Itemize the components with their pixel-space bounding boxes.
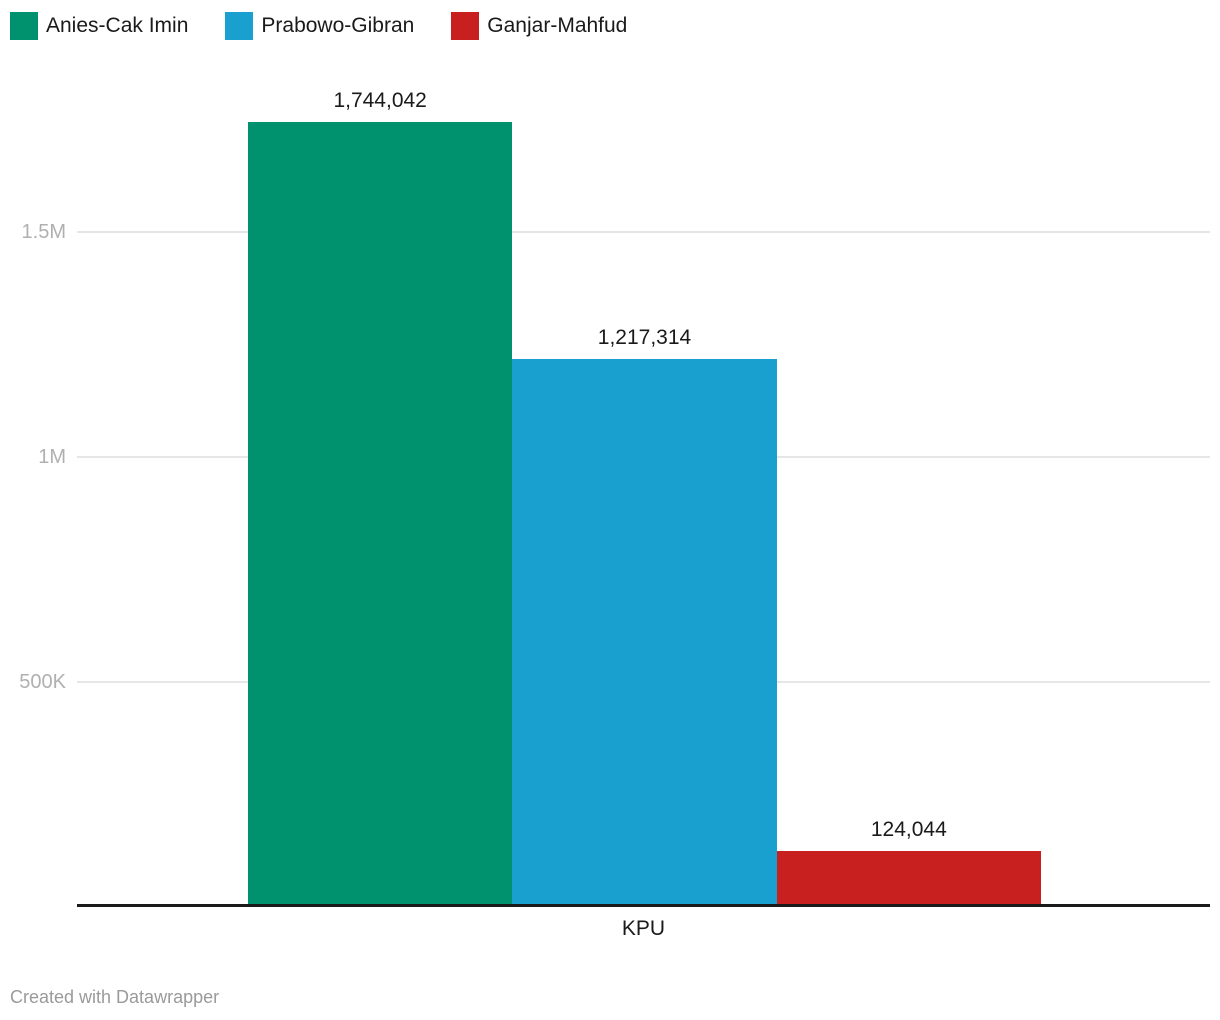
legend-swatch [225, 12, 254, 40]
x-axis-label: KPU [621, 917, 666, 940]
bar-anies-cak-imin [248, 122, 513, 907]
legend-label: Prabowo-Gibran [261, 14, 415, 37]
bar-value-label: 1,744,042 [333, 89, 427, 113]
bar-ganjar-mahfud [776, 851, 1041, 907]
legend-label: Anies-Cak Imin [46, 14, 189, 37]
y-tick-label: 1.5M [21, 221, 66, 243]
bar-prabowo-gibran [512, 359, 777, 907]
bar-value-label: 1,217,314 [597, 326, 692, 350]
x-axis-line [77, 904, 1210, 907]
bar-value-label: 124,044 [870, 818, 947, 842]
legend-item: Ganjar-Mahfud [451, 12, 627, 40]
legend: Anies-Cak Imin Prabowo-Gibran Ganjar-Mahfu… [10, 12, 627, 40]
datawrapper-attribution: Created with Datawrapper [10, 987, 220, 1007]
legend-swatch [10, 12, 38, 40]
y-gridline [77, 231, 1210, 233]
legend-swatch [451, 12, 480, 40]
legend-item: Prabowo-Gibran [225, 12, 414, 40]
legend-label: Ganjar-Mahfud [487, 14, 628, 37]
y-tick-label: 500K [19, 671, 66, 693]
y-tick-label: 1M [38, 446, 66, 468]
legend-item: Anies-Cak Imin [10, 12, 188, 40]
